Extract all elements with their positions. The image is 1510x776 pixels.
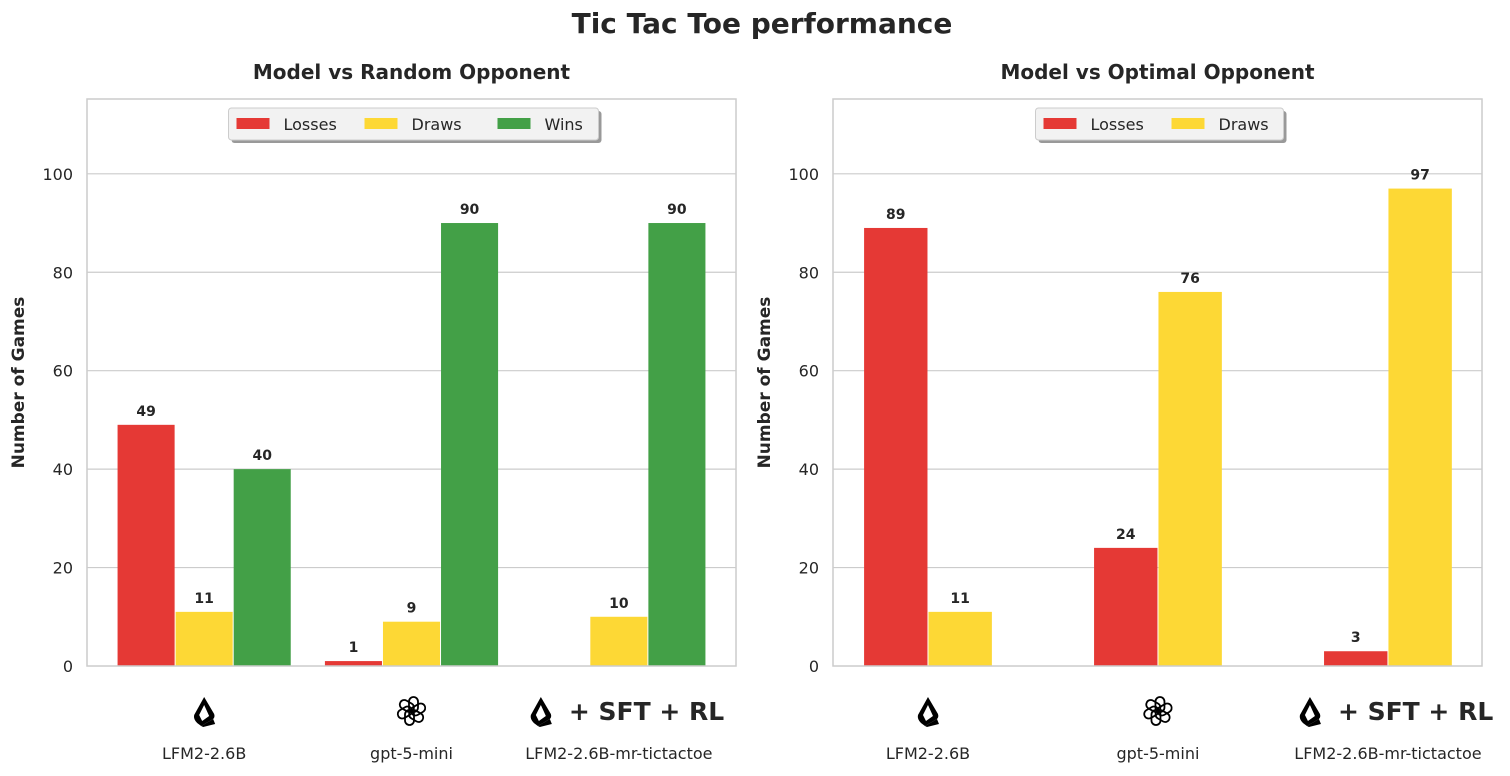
- openai-logo-petal: [398, 699, 415, 713]
- legend: Losses Draws Wins: [228, 107, 602, 143]
- legend-box: [1035, 107, 1284, 141]
- y-tick-label: 20: [799, 559, 819, 578]
- bar-draws: [1158, 291, 1222, 666]
- category-tag: + SFT + RL: [1338, 697, 1493, 726]
- data-label: 24: [1116, 527, 1136, 543]
- liquid-logo-shape: [1299, 697, 1321, 726]
- y-tick-label: 20: [53, 559, 73, 578]
- openai-logo-icon: [396, 696, 427, 726]
- data-label: 90: [460, 202, 480, 218]
- bar-losses: [1324, 651, 1388, 666]
- x-tick-label: gpt-5-mini: [370, 744, 453, 763]
- data-label: 97: [1410, 168, 1429, 184]
- bar-losses: [324, 661, 382, 666]
- data-label: 1: [349, 640, 359, 656]
- category-tag: + SFT + RL: [569, 697, 724, 726]
- liquid-logo-base: [1306, 719, 1321, 727]
- plot-frame: [832, 98, 1483, 667]
- legend-box: [228, 107, 599, 141]
- bar-losses: [1094, 547, 1158, 666]
- x-tick-label: LFM2-2.6B: [162, 744, 246, 763]
- y-axis-label: Number of Games: [755, 297, 775, 469]
- data-label: 11: [950, 591, 969, 607]
- y-tick-label: 40: [799, 460, 819, 479]
- y-tick-label: 80: [53, 263, 73, 282]
- liquid-logo-base: [537, 719, 552, 727]
- legend-swatch-wins: [497, 118, 531, 129]
- legend-swatch-losses: [1043, 118, 1077, 129]
- bar-losses: [117, 424, 175, 666]
- x-tick-label: LFM2-2.6B: [886, 744, 970, 763]
- liquid-logo-icon: [1299, 697, 1321, 727]
- y-tick-label: 60: [53, 362, 73, 381]
- data-label: 90: [667, 202, 687, 218]
- y-tick-label: 100: [42, 165, 73, 184]
- liquid-logo-shape: [193, 697, 215, 726]
- liquid-logo-base: [201, 719, 216, 727]
- openai-logo-icon: [1143, 696, 1173, 726]
- liquid-logo-shape: [917, 697, 939, 726]
- bar-wins: [233, 469, 291, 666]
- legend-swatch-draws: [1171, 118, 1205, 129]
- legend-swatch-losses: [236, 118, 270, 129]
- y-tick-label: 80: [799, 263, 819, 282]
- data-label: 9: [407, 601, 417, 617]
- bar-draws: [1388, 188, 1452, 666]
- y-tick-label: 100: [788, 165, 819, 184]
- liquid-logo-base: [924, 719, 939, 727]
- liquid-logo-shape: [530, 697, 552, 726]
- y-axis-label: Number of Games: [9, 297, 29, 469]
- plot-frame: [86, 98, 737, 667]
- bar-draws: [175, 611, 233, 666]
- chart-panel-0: Model vs Random Opponent Number of Games 0…: [9, 60, 737, 763]
- bar-wins: [441, 223, 499, 666]
- data-label: 89: [886, 207, 905, 223]
- legend-label: Draws: [412, 115, 462, 134]
- y-tick-label: 60: [799, 362, 819, 381]
- x-tick-label: gpt-5-mini: [1116, 744, 1199, 763]
- legend-label: Losses: [1091, 115, 1144, 134]
- data-label: 3: [1351, 630, 1361, 646]
- chart-title: Model vs Optimal Opponent: [1000, 60, 1315, 84]
- y-tick-label: 0: [809, 657, 819, 676]
- figure-title: Tic Tac Toe performance: [572, 7, 953, 40]
- bar-draws: [928, 611, 992, 666]
- bar-draws: [382, 621, 441, 666]
- x-tick-label: LFM2-2.6B-mr-tictactoe: [1294, 744, 1481, 763]
- legend: Losses Draws: [1035, 107, 1287, 143]
- liquid-logo-icon: [530, 697, 552, 727]
- chart-panel-1: Model vs Optimal Opponent Number of Games…: [755, 60, 1493, 763]
- data-label: 10: [609, 596, 629, 612]
- legend-swatch-draws: [364, 118, 398, 129]
- x-tick-label: LFM2-2.6B-mr-tictactoe: [525, 744, 712, 763]
- y-tick-label: 40: [53, 460, 73, 479]
- data-label: 76: [1180, 271, 1199, 287]
- data-label: 49: [136, 404, 155, 420]
- data-label: 11: [194, 591, 213, 607]
- bar-draws: [590, 616, 648, 666]
- bar-losses: [864, 227, 928, 666]
- y-tick-label: 0: [63, 657, 73, 676]
- legend-label: Draws: [1219, 115, 1269, 134]
- data-label: 40: [252, 448, 272, 464]
- liquid-logo-icon: [917, 697, 939, 727]
- liquid-logo-icon: [193, 697, 216, 727]
- bar-wins: [648, 223, 706, 666]
- openai-logo-petal: [1145, 699, 1162, 713]
- legend-label: Losses: [284, 115, 337, 134]
- legend-label: Wins: [545, 115, 583, 134]
- chart-title: Model vs Random Opponent: [253, 60, 571, 84]
